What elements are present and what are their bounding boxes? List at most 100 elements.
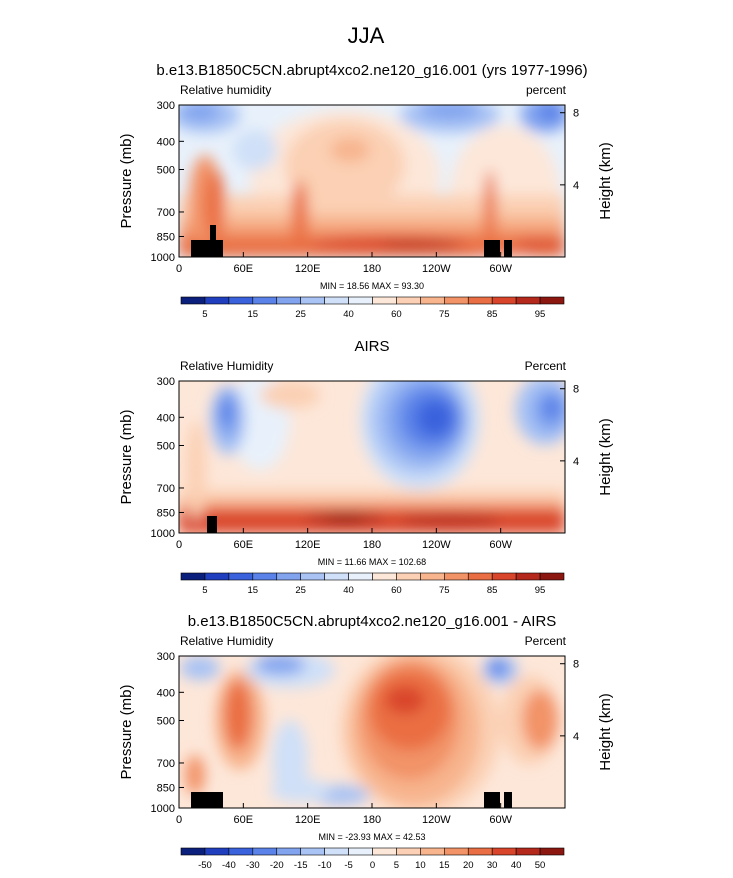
panel-3-colorbar-label: 15	[439, 860, 450, 871]
panel-3-y-tick-label: 500	[157, 715, 175, 727]
panel-2-y-right-tick-label: 4	[573, 456, 579, 468]
panel-1-x-tick-label: 0	[176, 263, 182, 275]
panel-3-colorbar-label: 10	[415, 860, 426, 871]
panel-2-colorbar-swatch	[300, 572, 325, 581]
panel-2-colorbar-label: 40	[343, 585, 354, 596]
panel-2-right-label: Percent	[525, 359, 567, 373]
panel-3-colorbar-swatch	[372, 847, 397, 856]
panel-3-colorbar-label: -5	[344, 860, 352, 871]
panel-1-colorbar-label: 15	[248, 309, 259, 320]
panel-2-x-tick-label: 0	[176, 539, 182, 551]
panel-1-y-tick-label: 400	[157, 136, 175, 148]
panel-1-y-right-tick-label: 8	[573, 108, 579, 120]
panel-3-colorbar-label: -15	[294, 860, 308, 871]
panel-2-stats: MIN = 11.66 MAX = 102.68	[318, 557, 426, 567]
panel-2-colorbar-swatch	[444, 572, 469, 581]
panel-1-colorbar-label: 25	[295, 309, 306, 320]
panel-2-colorbar-label: 60	[391, 585, 402, 596]
panel-1-colorbar-swatch	[467, 296, 493, 305]
panel-1-colorbar-swatch	[204, 296, 230, 305]
panel-2-colorbar-swatch	[467, 572, 493, 581]
panel-2-colorbar: 5 15 25 40 60 75 85 95	[180, 572, 565, 596]
panel-2-x-tick-label: 120E	[295, 539, 321, 551]
panel-2-colorbar-swatch	[420, 572, 445, 581]
panel-2-colorbar-swatch	[348, 572, 373, 581]
panel-1-y-right-axis-title: Height (km)	[597, 142, 614, 220]
panel-1-y-right-tick-label: 4	[573, 180, 579, 192]
panel-2-colorbar-swatch	[539, 572, 565, 581]
panel-1-colorbar-swatch	[324, 296, 349, 305]
panel-1-colorbar-swatch	[515, 296, 541, 305]
panel-3-x-tick-label: 120W	[422, 814, 451, 826]
panel-3-colorbar-label: 20	[463, 860, 474, 871]
panel-3-y-tick-label: 1000	[151, 803, 175, 815]
panel-1-colorbar-swatch	[372, 296, 397, 305]
panel-3-colorbar-swatch	[276, 847, 301, 856]
panel-3-y-right-axis-title: Height (km)	[597, 693, 614, 771]
panel-1-x-tick-label: 60W	[489, 263, 512, 275]
panel-3-colorbar-label: -50	[198, 860, 212, 871]
panel-1-colorbar-swatch	[539, 296, 565, 305]
panel-3-x-tick-label: 120E	[295, 814, 321, 826]
panel-3-stats: MIN = -23.93 MAX = 42.53	[318, 832, 425, 842]
panel-3-colorbar-swatch	[252, 847, 278, 856]
panel-2-colorbar-swatch	[252, 572, 278, 581]
panel-2-left-label: Relative Humidity	[180, 359, 273, 373]
panel-1-colorbar-label: 95	[535, 309, 546, 320]
panel-3-y-tick-label: 400	[157, 687, 175, 699]
panel-2-axes: 0 60E 120E 180 120W 60W 300 400 500 700 850 1000 8 4 P…	[118, 376, 614, 567]
panel-3-colorbar-swatch	[444, 847, 469, 856]
panel-3-field	[179, 656, 565, 808]
panel-2-colorbar-swatch	[228, 572, 254, 581]
panel-2-colorbar-swatch	[372, 572, 397, 581]
panel-3-y-right-tick-label: 4	[573, 731, 579, 743]
panel-3-colorbar-swatch	[180, 847, 206, 856]
panel-3: b.e13.B1850C5CN.abrupt4xco2.ne120_g16.00…	[178, 613, 567, 809]
panel-1-right-label: percent	[526, 83, 567, 97]
panel-1-colorbar-swatch	[252, 296, 278, 305]
panel-1-colorbar: 5 15 25 40 60 75 85 95	[180, 296, 565, 320]
panel-2-colorbar-label: 25	[295, 585, 306, 596]
panel-3-colorbar-label: 40	[511, 860, 522, 871]
panel-3-colorbar-label: 5	[394, 860, 399, 871]
panel-3-colorbar-swatch	[228, 847, 254, 856]
panel-1-x-tick-label: 180	[363, 263, 381, 275]
panel-3-colorbar-label: -30	[246, 860, 260, 871]
panel-1-field	[179, 105, 565, 257]
panel-3-colorbar-label: -20	[270, 860, 284, 871]
panel-3-colorbar-swatch	[491, 847, 517, 856]
panel-3-colorbar-label: 30	[487, 860, 498, 871]
panel-1-colorbar-label: 75	[439, 309, 450, 320]
panel-1-y-tick-label: 1000	[151, 252, 175, 264]
panel-2-colorbar-label: 95	[535, 585, 546, 596]
panel-3-colorbar-label: -10	[318, 860, 332, 871]
panel-2-colorbar-swatch	[180, 572, 206, 581]
panel-3-colorbar-swatch	[539, 847, 565, 856]
panel-3-title: b.e13.B1850C5CN.abrupt4xco2.ne120_g16.00…	[188, 613, 557, 630]
panel-1-colorbar-swatch	[396, 296, 421, 305]
panel-1-y-tick-label: 300	[157, 100, 175, 112]
panel-3-colorbar: -50 -40 -30 -20 -15 -10 -5 0 5 10 15 20 30 40 50	[180, 847, 565, 871]
panel-3-colorbar-swatch	[396, 847, 421, 856]
panel-1-colorbar-swatch	[300, 296, 325, 305]
panel-2-colorbar-swatch	[324, 572, 349, 581]
panel-3-y-tick-label: 700	[157, 758, 175, 770]
panel-2-field	[179, 381, 565, 533]
panel-2-y-right-tick-label: 8	[573, 384, 579, 396]
panel-1-colorbar-label: 85	[487, 309, 498, 320]
panel-3-left-label: Relative Humidity	[180, 634, 273, 648]
panel-1-title: b.e13.B1850C5CN.abrupt4xco2.ne120_g16.00…	[156, 62, 587, 79]
panel-1-x-tick-label: 120W	[422, 263, 451, 275]
panel-3-x-tick-label: 0	[176, 814, 182, 826]
panel-2-y-tick-label: 700	[157, 483, 175, 495]
axes-layer: 0 60E 120E 180 120W 60W300400500700850100084P…	[118, 100, 614, 842]
panel-1-y-tick-label: 700	[157, 207, 175, 219]
panel-3-colorbar-swatch	[467, 847, 493, 856]
panel-3-colorbar-swatch	[515, 847, 541, 856]
panel-3-x-tick-label: 60W	[489, 814, 512, 826]
panel-2-y-axis-title: Pressure (mb)	[118, 409, 135, 504]
panel-1-colorbar-swatch	[491, 296, 517, 305]
panel-2-colorbar-label: 75	[439, 585, 450, 596]
panel-1-colorbar-label: 5	[202, 309, 207, 320]
panel-1-colorbar-swatch	[228, 296, 254, 305]
